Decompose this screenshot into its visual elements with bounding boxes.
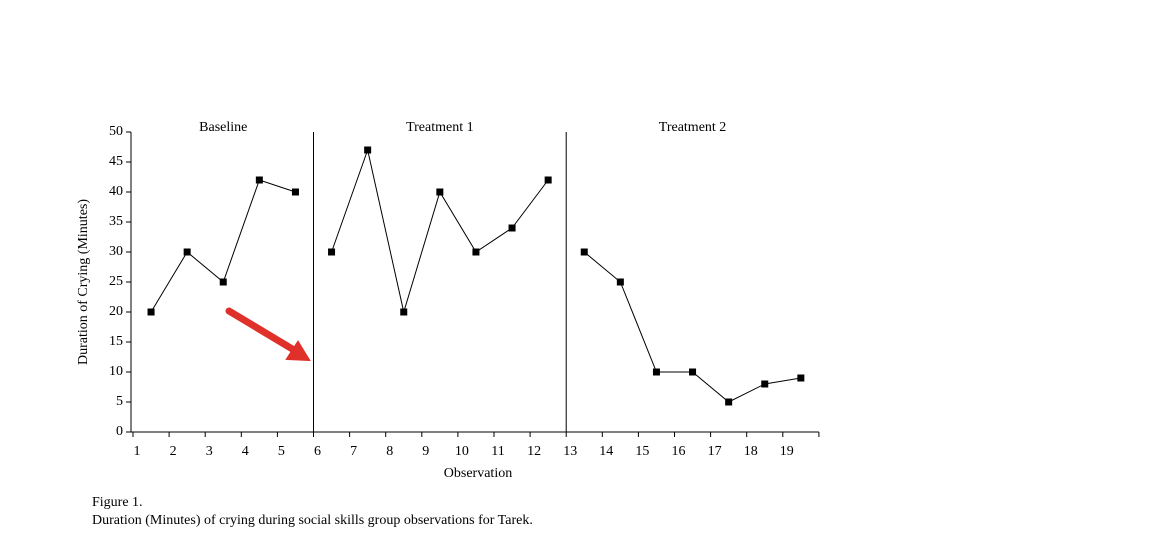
- phase-label: Baseline: [199, 120, 247, 135]
- data-point: [291, 188, 299, 196]
- x-axis-label: Observation: [444, 466, 512, 481]
- data-point: [725, 398, 733, 406]
- x-tick-label: 18: [744, 444, 758, 459]
- data-point: [761, 380, 769, 388]
- data-point: [616, 278, 624, 286]
- x-tick-label: 13: [563, 444, 577, 459]
- y-tick-label: 30: [109, 244, 123, 259]
- y-tick-label: 5: [116, 394, 123, 409]
- x-tick-label: 17: [708, 444, 722, 459]
- x-tick-label: 1: [134, 444, 141, 459]
- data-point: [472, 248, 480, 256]
- y-tick-label: 40: [109, 184, 123, 199]
- data-point: [328, 248, 336, 256]
- x-tick-label: 16: [672, 444, 686, 459]
- phase-label: Treatment 2: [659, 120, 727, 135]
- phase-label: Treatment 1: [406, 120, 474, 135]
- x-tick-label: 3: [206, 444, 213, 459]
- data-point: [689, 368, 697, 376]
- x-tick-label: 6: [314, 444, 321, 459]
- x-tick-label: 4: [242, 444, 249, 459]
- x-tick-label: 15: [635, 444, 649, 459]
- data-point: [544, 176, 552, 184]
- data-point: [364, 146, 372, 154]
- x-tick-label: 19: [780, 444, 794, 459]
- y-tick-label: 35: [109, 214, 123, 229]
- x-tick-label: 12: [527, 444, 541, 459]
- series-line: [583, 251, 801, 403]
- y-axis-label: Duration of Crying (Minutes): [76, 199, 91, 365]
- x-tick-label: 14: [599, 444, 613, 459]
- y-tick-label: 15: [109, 334, 123, 349]
- annotation-arrow: [225, 307, 311, 362]
- caption-label: Figure 1.: [92, 495, 143, 510]
- data-point: [400, 308, 408, 316]
- x-tick-label: 5: [278, 444, 285, 459]
- y-tick-label: 25: [109, 274, 123, 289]
- data-point: [255, 176, 263, 184]
- y-tick-label: 50: [109, 124, 123, 139]
- y-tick-label: 45: [109, 154, 123, 169]
- data-point: [147, 308, 155, 316]
- x-tick-label: 8: [386, 444, 393, 459]
- series-line: [150, 179, 296, 313]
- data-point: [219, 278, 227, 286]
- y-tick-label: 0: [116, 424, 123, 439]
- data-point: [797, 374, 805, 382]
- data-point: [183, 248, 191, 256]
- x-tick-label: 7: [350, 444, 357, 459]
- data-point: [580, 248, 588, 256]
- data-point: [652, 368, 660, 376]
- x-tick-label: 9: [422, 444, 429, 459]
- y-tick-label: 20: [109, 304, 123, 319]
- series-line: [331, 148, 549, 314]
- x-tick-label: 10: [455, 444, 469, 459]
- caption-text: Duration (Minutes) of crying during soci…: [92, 513, 533, 528]
- data-point: [508, 224, 516, 232]
- x-tick-label: 2: [170, 444, 177, 459]
- y-tick-label: 10: [109, 364, 123, 379]
- data-point: [436, 188, 444, 196]
- x-tick-label: 11: [491, 444, 504, 459]
